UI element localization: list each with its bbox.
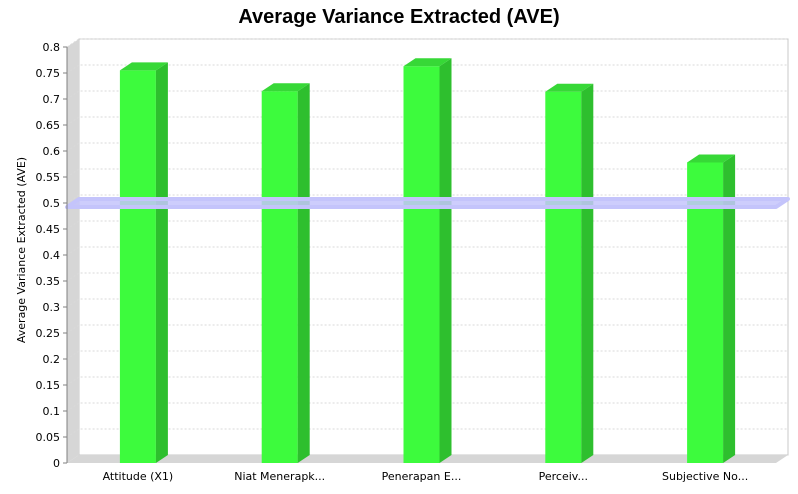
gridline xyxy=(66,194,788,204)
bar xyxy=(545,83,594,463)
y-tick-label: 0.25 xyxy=(36,327,61,340)
threshold-band xyxy=(65,197,790,209)
bar-front xyxy=(545,91,582,463)
y-tick-label: 0.55 xyxy=(36,171,61,184)
y-tick-label: 0.6 xyxy=(43,145,61,158)
category-labels: Attitude (X1) Niat Menerapk... Penerapan E… xyxy=(103,470,749,483)
bar-top xyxy=(119,62,168,71)
bar-side xyxy=(155,62,168,464)
y-tick-label: 0.2 xyxy=(43,353,61,366)
left-wall xyxy=(67,39,79,463)
bar-front xyxy=(261,91,298,463)
gridline xyxy=(66,168,788,178)
bar-front xyxy=(119,70,156,464)
bar-front xyxy=(687,162,724,463)
gridline xyxy=(66,376,788,386)
chart-title: Average Variance Extracted (AVE) xyxy=(238,6,559,28)
gridline xyxy=(66,64,788,74)
bar xyxy=(687,154,736,463)
y-tick-label: 0.4 xyxy=(43,249,61,262)
bar xyxy=(261,83,310,463)
gridline xyxy=(66,402,788,412)
bar-side xyxy=(581,83,594,463)
gridline xyxy=(66,350,788,360)
bar xyxy=(403,58,452,464)
x-tick-label: Niat Menerapk... xyxy=(234,470,325,483)
gridline xyxy=(66,116,788,126)
x-tick-label: Penerapan E... xyxy=(382,470,462,483)
gridline xyxy=(66,428,788,438)
y-axis-title: Average Variance Extracted (AVE) xyxy=(15,157,28,343)
y-tick-label: 0.65 xyxy=(36,119,61,132)
y-tick-label: 0.7 xyxy=(43,93,61,106)
bars xyxy=(119,58,736,464)
y-tick-label: 0.15 xyxy=(36,379,61,392)
gridline xyxy=(66,90,788,100)
y-tick-label: 0.3 xyxy=(43,301,61,314)
x-tick-label: Attitude (X1) xyxy=(103,470,174,483)
bar-top xyxy=(403,58,452,67)
y-tick-label: 0.1 xyxy=(43,405,61,418)
bar-top xyxy=(687,154,736,163)
y-tick-label: 0 xyxy=(53,457,60,470)
y-axis: 0 0.05 0.1 0.15 0.2 0.25 0.3 0.35 0.4 0.45 0.5 0.55… xyxy=(36,41,68,470)
x-tick-label: Subjective No... xyxy=(662,470,748,483)
bar-top xyxy=(261,83,310,92)
y-tick-label: 0.8 xyxy=(43,41,61,54)
gridline xyxy=(66,220,788,230)
gridline xyxy=(66,142,788,152)
gridline xyxy=(66,38,788,48)
bar-top xyxy=(545,83,594,92)
threshold-line xyxy=(65,197,790,209)
gridlines xyxy=(66,38,788,438)
gridline xyxy=(66,272,788,282)
y-tick-label: 0.75 xyxy=(36,67,61,80)
bar-side xyxy=(723,154,736,463)
x-tick-label: Perceiv... xyxy=(539,470,588,483)
y-tick-label: 0.5 xyxy=(43,197,61,210)
y-tick-label: 0.45 xyxy=(36,223,61,236)
gridline xyxy=(66,298,788,308)
gridline xyxy=(66,246,788,256)
y-tick-label: 0.05 xyxy=(36,431,61,444)
gridline xyxy=(66,324,788,334)
bar-front xyxy=(403,66,440,464)
bar xyxy=(119,62,168,464)
y-tick-label: 0.35 xyxy=(36,275,61,288)
bar-side xyxy=(297,83,310,463)
bar-side xyxy=(439,58,452,464)
